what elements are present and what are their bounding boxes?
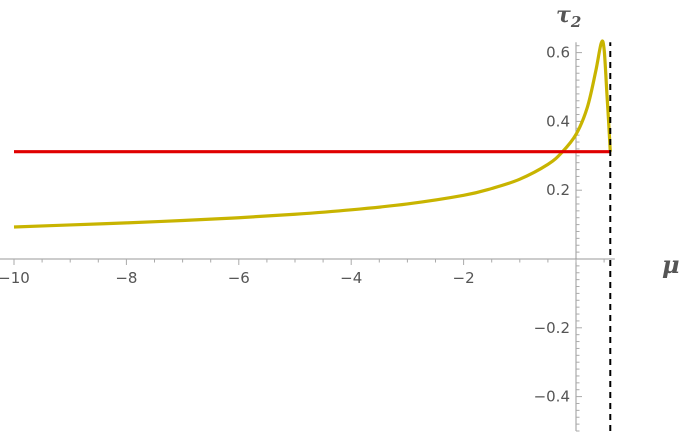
y-tick-label: 0.2 [546, 181, 570, 199]
x-axis-title: μ [662, 250, 680, 279]
y-axis-title: τ2 [556, 2, 581, 31]
x-tick-label: −6 [228, 269, 250, 287]
x-tick-label: −8 [115, 269, 137, 287]
series-group [13, 39, 612, 431]
y-tick-label: −0.4 [534, 388, 570, 406]
y-tick-label: 0.4 [546, 112, 570, 130]
tau2-curve [13, 39, 612, 229]
y-tick-label: 0.6 [546, 44, 570, 62]
y-axis-title-subscript: 2 [570, 13, 581, 31]
x-tick-label: −10 [0, 269, 30, 287]
y-tick-label: −0.2 [534, 319, 570, 337]
x-tick-label: −4 [340, 269, 362, 287]
axes [0, 42, 615, 432]
x-tick-label: −2 [453, 269, 475, 287]
tick-group: −10 −8 −6 −4 −2 −0.4 −0.2 0.2 0.4 0.6 [0, 44, 570, 406]
y-axis-title-main: τ [556, 2, 571, 28]
